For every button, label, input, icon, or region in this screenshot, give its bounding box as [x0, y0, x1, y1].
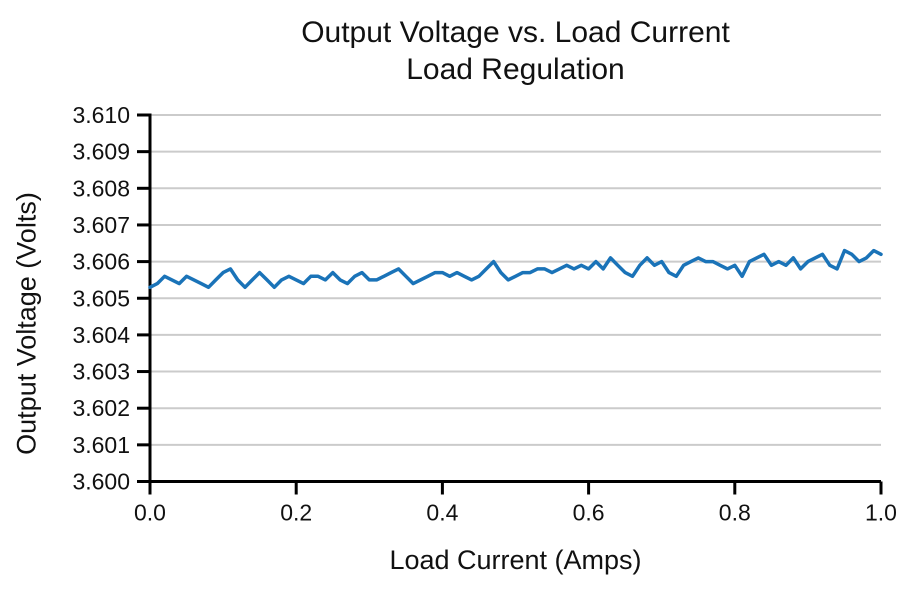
x-tick-label: 0.6 — [573, 500, 605, 526]
y-tick-label: 3.604 — [72, 322, 130, 348]
axis-spines — [148, 113, 881, 483]
chart-title-line2: Load Regulation — [406, 53, 625, 86]
y-tick-label: 3.603 — [72, 359, 130, 385]
y-tick-label: 3.601 — [72, 432, 130, 458]
x-tick-label: 0.4 — [426, 500, 458, 526]
x-tick-label: 0.0 — [134, 500, 166, 526]
y-tick-label: 3.609 — [72, 139, 130, 165]
y-tick-label: 3.608 — [72, 175, 130, 201]
x-axis-label: Load Current (Amps) — [389, 545, 642, 575]
y-tick-label: 3.610 — [72, 102, 130, 128]
x-tick-label: 0.2 — [280, 500, 312, 526]
y-tick-label: 3.600 — [72, 469, 130, 495]
chart-title-line1: Output Voltage vs. Load Current — [301, 16, 730, 49]
x-tick-label: 0.8 — [719, 500, 751, 526]
voltage-data-line — [148, 248, 883, 290]
y-tick-label: 3.605 — [72, 285, 130, 311]
y-tick-label: 3.602 — [72, 395, 130, 421]
y-tick-label: 3.607 — [72, 212, 130, 238]
y-tick-label: 3.606 — [72, 249, 130, 275]
chart-title: Output Voltage vs. Load Current Load Reg… — [150, 14, 881, 88]
x-tick-label: 1.0 — [865, 500, 897, 526]
